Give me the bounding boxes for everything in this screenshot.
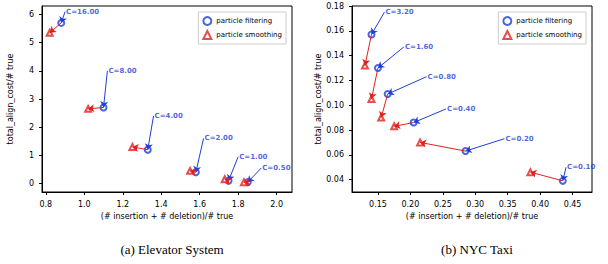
svg-text:(a) Elevator System: (a) Elevator System: [120, 242, 223, 257]
svg-text:4: 4: [29, 66, 34, 75]
svg-text:C=16.00: C=16.00: [66, 8, 99, 16]
svg-text:2.0: 2.0: [270, 200, 283, 209]
svg-text:0.04: 0.04: [326, 175, 344, 184]
svg-text:particle smoothing: particle smoothing: [216, 31, 282, 39]
svg-text:C=0.50: C=0.50: [262, 164, 290, 172]
svg-text:2: 2: [29, 123, 34, 132]
svg-text:(# insertion + # deletion)/# t: (# insertion + # deletion)/# true: [406, 212, 538, 221]
svg-text:C=1.60: C=1.60: [405, 43, 433, 51]
svg-text:total_align_cost/# true: total_align_cost/# true: [6, 54, 15, 145]
svg-text:0.18: 0.18: [326, 2, 344, 11]
svg-text:C=4.00: C=4.00: [155, 112, 183, 120]
svg-text:total_align_cost/# true: total_align_cost/# true: [314, 54, 323, 145]
svg-text:particle filtering: particle filtering: [216, 17, 272, 25]
svg-text:0.20: 0.20: [401, 200, 419, 209]
svg-text:0.35: 0.35: [499, 200, 517, 209]
svg-text:0: 0: [29, 179, 34, 188]
svg-text:1.8: 1.8: [232, 200, 245, 209]
svg-text:1: 1: [29, 151, 34, 160]
svg-text:0.15: 0.15: [369, 200, 387, 209]
svg-text:3: 3: [29, 95, 34, 104]
svg-text:0.8: 0.8: [39, 200, 52, 209]
svg-text:0.40: 0.40: [531, 200, 549, 209]
svg-text:C=1.00: C=1.00: [239, 153, 267, 161]
svg-text:0.06: 0.06: [326, 150, 344, 159]
svg-text:particle filtering: particle filtering: [516, 17, 572, 25]
svg-text:1.2: 1.2: [116, 200, 129, 209]
svg-text:C=8.00: C=8.00: [108, 67, 136, 75]
svg-text:C=0.80: C=0.80: [428, 73, 456, 81]
svg-text:0.45: 0.45: [564, 200, 582, 209]
svg-text:C=3.20: C=3.20: [385, 8, 413, 16]
svg-text:0.16: 0.16: [326, 26, 344, 35]
svg-text:0.12: 0.12: [326, 76, 344, 85]
svg-text:1.6: 1.6: [193, 200, 206, 209]
svg-text:0.14: 0.14: [326, 51, 344, 60]
svg-text:(b) NYC Taxi: (b) NYC Taxi: [441, 242, 513, 257]
svg-text:C=2.00: C=2.00: [205, 134, 233, 142]
svg-text:C=0.20: C=0.20: [505, 135, 533, 143]
svg-text:1.4: 1.4: [155, 200, 168, 209]
svg-text:0.08: 0.08: [326, 126, 344, 135]
svg-text:(# insertion + # deletion)/# t: (# insertion + # deletion)/# true: [101, 212, 233, 221]
svg-text:particle smoothing: particle smoothing: [516, 31, 582, 39]
svg-text:0.10: 0.10: [326, 101, 344, 110]
svg-text:6: 6: [29, 10, 34, 19]
svg-text:5: 5: [29, 38, 34, 47]
svg-text:1.0: 1.0: [78, 200, 91, 209]
svg-text:0.25: 0.25: [434, 200, 452, 209]
svg-text:C=0.10: C=0.10: [567, 163, 595, 171]
svg-text:C=0.40: C=0.40: [447, 105, 475, 113]
svg-text:0.30: 0.30: [466, 200, 484, 209]
